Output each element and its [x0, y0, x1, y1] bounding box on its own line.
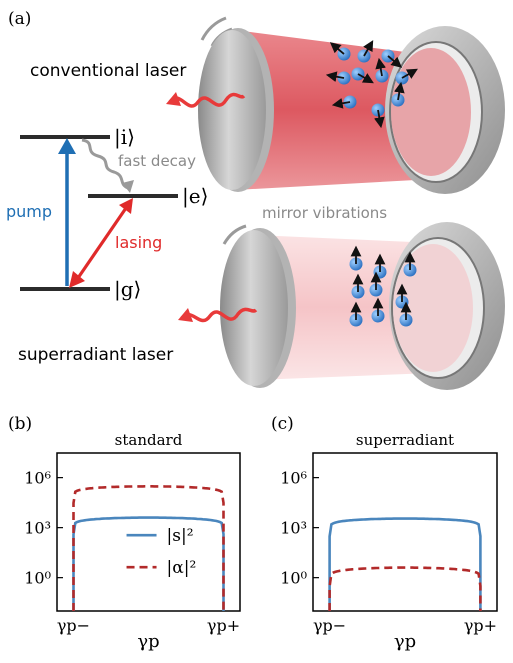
atom — [349, 245, 363, 271]
spin-arrow — [329, 42, 345, 55]
lasing-label: lasing — [115, 233, 162, 252]
spin-arrow — [357, 73, 374, 84]
mirror-vibrations-label: mirror vibrations — [262, 204, 387, 222]
superradiant-laser-label: superradiant laser — [18, 345, 173, 365]
lasing-arrowhead-top — [119, 198, 133, 214]
panel-a-tag: (a) — [8, 9, 31, 29]
atom — [371, 297, 385, 323]
spin-arrow — [363, 40, 374, 57]
atom — [331, 95, 357, 109]
atom — [371, 103, 385, 129]
chart-title: superradiant — [356, 431, 454, 449]
y-tick-label: 10³ — [24, 519, 51, 538]
spin-arrow — [394, 81, 405, 101]
atoms-superradiant — [349, 245, 417, 327]
y-tick-label: 10⁰ — [280, 569, 307, 588]
x-tick-label: γp− — [57, 616, 90, 635]
plot-frame — [312, 452, 498, 612]
chart-title: standard — [115, 431, 183, 449]
front-mirror-window — [391, 48, 471, 176]
fast-decay-arrow — [81, 138, 129, 190]
fast-decay-arrowhead — [122, 180, 134, 193]
atom — [329, 42, 351, 61]
y-tick-label: 10⁰ — [24, 569, 51, 588]
series-line — [72, 516, 225, 611]
atom — [403, 251, 417, 277]
atom — [395, 68, 418, 85]
photon-wave-top-head — [166, 92, 181, 106]
fast-decay-label: fast decay — [118, 152, 196, 170]
atom — [391, 81, 405, 107]
y-tick-label: 10⁶ — [280, 469, 307, 488]
spin-arrow — [374, 109, 385, 129]
panel-c-tag: (c) — [271, 414, 294, 434]
photon-wave-top — [168, 92, 246, 108]
series-line — [328, 517, 482, 611]
conventional-laser-label: conventional laser — [30, 61, 186, 81]
photon-wave-bottom-head — [178, 308, 193, 322]
legend-label: |α|² — [167, 558, 197, 578]
front-mirror-bottom-window — [393, 244, 473, 372]
x-tick-label: γp+ — [464, 616, 497, 635]
level-i-label: |i⟩ — [114, 125, 135, 150]
level-g-label: |g⟩ — [114, 277, 141, 302]
y-tick-label: 10⁶ — [24, 469, 51, 488]
superradiant-laser-cavity — [178, 222, 505, 390]
atom — [325, 71, 351, 85]
chart-standard: standard 10⁰ 10³ 10⁶ γp− γp+ γp |s|² |α|² — [24, 431, 241, 652]
panel-b-tag: (b) — [8, 414, 32, 434]
x-axis-label: γp — [394, 631, 416, 652]
atom — [357, 40, 374, 63]
lasing-arrow — [76, 207, 128, 279]
spin-arrow — [331, 98, 351, 109]
rear-mirror-bottom — [220, 230, 288, 386]
spin-arrow — [387, 55, 403, 68]
atom — [375, 57, 389, 83]
atom — [351, 273, 365, 299]
spin-arrow — [325, 71, 345, 82]
y-tick-label: 10³ — [280, 519, 307, 538]
x-tick-label: γp− — [313, 616, 346, 635]
atom — [351, 67, 374, 84]
lasing-arrowhead-bottom — [69, 271, 85, 288]
series-line — [328, 566, 482, 611]
spin-arrow — [375, 57, 386, 77]
atom — [349, 301, 363, 327]
x-axis-label: γp — [137, 631, 159, 652]
pump-label: pump — [6, 202, 52, 221]
plot-frame — [56, 452, 241, 612]
spin-arrow — [401, 68, 418, 79]
pump-arrowhead — [58, 138, 76, 154]
energy-level-diagram: |i⟩ |e⟩ |g⟩ pump fast decay lasing — [6, 125, 208, 302]
atoms-conventional — [325, 40, 418, 129]
photon-wave-bottom — [180, 307, 258, 323]
level-e-label: |e⟩ — [182, 184, 208, 209]
conventional-laser-cavity — [166, 16, 505, 194]
atom — [399, 301, 413, 327]
rear-mirror — [198, 30, 266, 190]
chart-superradiant: superradiant 10⁰ 10³ 10⁶ γp− γp+ γp — [280, 431, 498, 652]
atom — [369, 271, 383, 297]
x-tick-label: γp+ — [207, 616, 240, 635]
legend-label: |s|² — [167, 526, 194, 546]
series-line — [72, 485, 225, 611]
